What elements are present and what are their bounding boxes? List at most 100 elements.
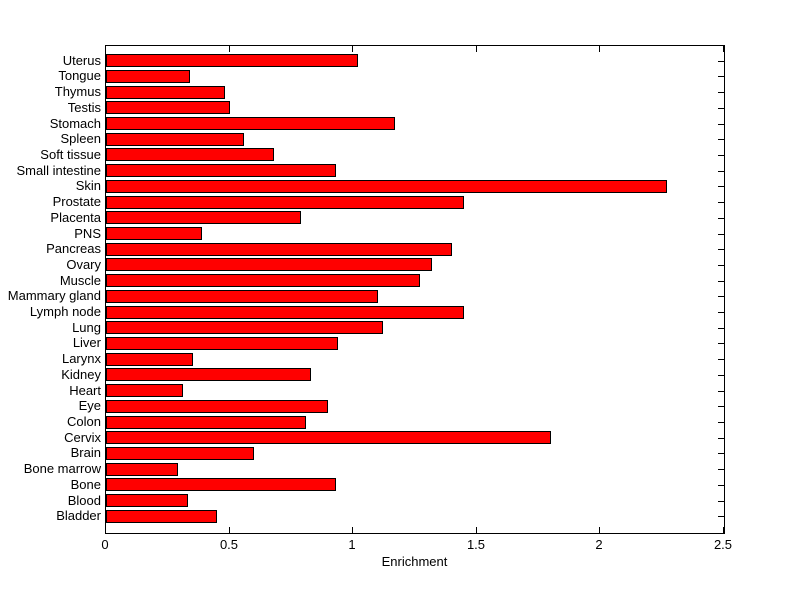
bar-larynx: [106, 353, 193, 366]
y-tick-label-cervix: Cervix: [64, 430, 101, 445]
bar-kidney: [106, 368, 311, 381]
bar-ovary: [106, 258, 432, 271]
y-tick-mark: [718, 501, 724, 502]
bar-cervix: [106, 431, 551, 444]
x-tick-label: 1: [348, 537, 356, 552]
y-tick-label-uterus: Uterus: [62, 53, 101, 68]
y-tick-mark: [718, 234, 724, 235]
bar-mammary-gland: [106, 290, 378, 303]
y-tick-mark: [718, 281, 724, 282]
y-tick-label-colon: Colon: [67, 414, 101, 429]
bar-bone-marrow: [106, 463, 178, 476]
y-tick-label-pns: PNS: [74, 226, 101, 241]
y-tick-label-lymph-node: Lymph node: [29, 304, 101, 319]
y-tick-label-liver: Liver: [72, 335, 101, 350]
y-tick-mark: [718, 61, 724, 62]
y-tick-mark: [718, 391, 724, 392]
y-tick-label-prostate: Prostate: [52, 194, 101, 209]
bar-heart: [106, 384, 183, 397]
y-tick-label-tongue: Tongue: [58, 68, 101, 83]
bar-lung: [106, 321, 383, 334]
y-tick-label-testis: Testis: [67, 100, 101, 115]
bar-skin: [106, 180, 667, 193]
bar-testis: [106, 101, 230, 114]
bar-blood: [106, 494, 188, 507]
y-tick-mark: [718, 469, 724, 470]
y-tick-label-pancreas: Pancreas: [46, 241, 101, 256]
y-tick-mark: [718, 76, 724, 77]
y-tick-mark: [718, 108, 724, 109]
bar-uterus: [106, 54, 358, 67]
bar-prostate: [106, 196, 464, 209]
y-tick-label-blood: Blood: [67, 493, 101, 508]
bar-stomach: [106, 117, 395, 130]
bar-eye: [106, 400, 328, 413]
bar-soft-tissue: [106, 148, 274, 161]
y-tick-mark: [718, 186, 724, 187]
y-tick-mark: [718, 422, 724, 423]
x-tick-mark: [723, 527, 724, 533]
y-tick-mark: [718, 265, 724, 266]
x-tick-mark: [105, 527, 106, 533]
y-tick-mark: [718, 328, 724, 329]
bar-tongue: [106, 70, 190, 83]
x-tick-mark: [476, 46, 477, 52]
y-tick-mark: [718, 406, 724, 407]
y-tick-label-soft-tissue: Soft tissue: [40, 147, 101, 162]
x-tick-mark: [352, 527, 353, 533]
bar-colon: [106, 416, 306, 429]
y-tick-label-muscle: Muscle: [59, 273, 101, 288]
y-tick-label-spleen: Spleen: [60, 131, 101, 146]
x-tick-mark: [352, 46, 353, 52]
x-tick-mark: [599, 527, 600, 533]
y-tick-mark: [718, 296, 724, 297]
x-tick-label: 0.5: [219, 537, 239, 552]
bar-pns: [106, 227, 202, 240]
y-tick-label-brain: Brain: [70, 445, 101, 460]
y-tick-mark: [718, 155, 724, 156]
y-tick-mark: [718, 312, 724, 313]
y-tick-label-heart: Heart: [69, 383, 101, 398]
x-tick-label: 0: [101, 537, 109, 552]
x-tick-mark: [476, 527, 477, 533]
bar-lymph-node: [106, 306, 464, 319]
y-tick-mark: [718, 92, 724, 93]
y-tick-label-placenta: Placenta: [50, 210, 101, 225]
x-axis-label: Enrichment: [381, 554, 448, 569]
y-tick-label-bladder: Bladder: [56, 508, 101, 523]
x-tick-mark: [229, 527, 230, 533]
y-tick-label-mammary-gland: Mammary gland: [7, 288, 101, 303]
x-tick-mark: [105, 46, 106, 52]
y-tick-label-larynx: Larynx: [61, 351, 101, 366]
y-tick-mark: [718, 359, 724, 360]
y-tick-mark: [718, 124, 724, 125]
bar-brain: [106, 447, 254, 460]
x-tick-label: 1.5: [466, 537, 486, 552]
bar-thymus: [106, 86, 225, 99]
bar-small-intestine: [106, 164, 336, 177]
y-tick-label-small-intestine: Small intestine: [16, 163, 101, 178]
bar-bladder: [106, 510, 217, 523]
y-tick-label-lung: Lung: [72, 320, 101, 335]
y-tick-mark: [718, 139, 724, 140]
bar-liver: [106, 337, 338, 350]
y-tick-mark: [718, 249, 724, 250]
x-tick-mark: [723, 46, 724, 52]
bar-spleen: [106, 133, 244, 146]
x-tick-label: 2.5: [713, 537, 733, 552]
bar-pancreas: [106, 243, 452, 256]
y-tick-label-eye: Eye: [78, 398, 101, 413]
bar-bone: [106, 478, 336, 491]
y-tick-label-thymus: Thymus: [54, 84, 101, 99]
y-tick-mark: [718, 375, 724, 376]
y-tick-mark: [718, 485, 724, 486]
y-tick-label-bone: Bone: [70, 477, 101, 492]
y-tick-mark: [718, 516, 724, 517]
x-tick-label: 2: [595, 537, 603, 552]
plot-area: [105, 45, 725, 534]
y-tick-mark: [718, 453, 724, 454]
y-tick-mark: [718, 343, 724, 344]
y-tick-mark: [718, 218, 724, 219]
x-tick-mark: [599, 46, 600, 52]
